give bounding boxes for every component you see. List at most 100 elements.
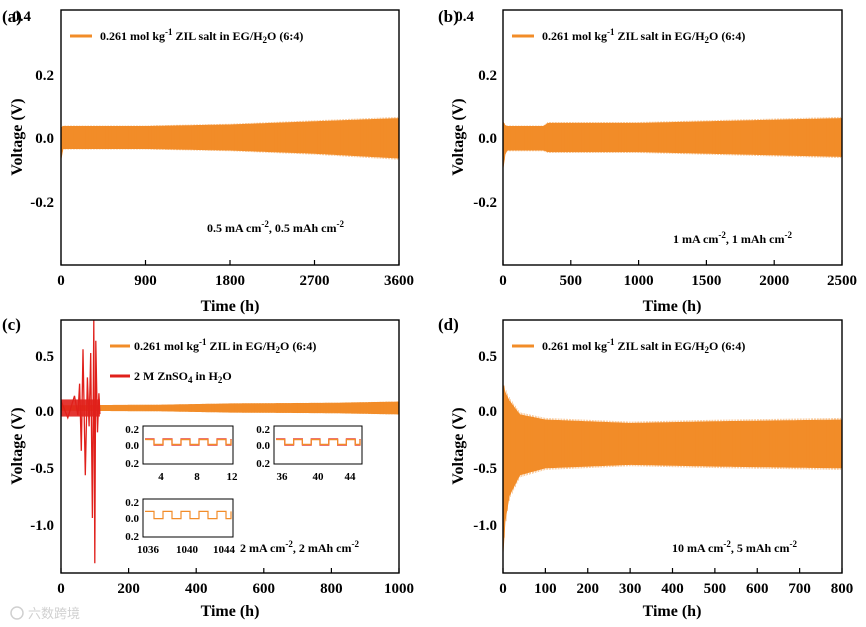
y-axis-label: Voltage (V) <box>9 407 26 484</box>
inset-voltage-line <box>275 438 361 445</box>
x-axis-label: Time (h) <box>201 603 260 620</box>
x-tick-label: 400 <box>185 581 208 597</box>
legend-label: 0.261 mol kg-1 ZIL in EG/H2O (6:4) <box>134 337 316 355</box>
plot-area <box>503 116 842 172</box>
legend-label: 0.261 mol kg-1 ZIL salt in EG/H2O (6:4) <box>542 27 745 45</box>
x-tick-label: 100 <box>534 581 557 597</box>
x-tick-label: 700 <box>788 581 811 597</box>
y-axis-label: Voltage (V) <box>450 407 467 484</box>
condition-annotation: 2 mA cm-2, 2 mAh cm-2 <box>240 539 359 555</box>
y-tick-label: 0.0 <box>478 131 497 147</box>
x-ticks: 0 900 1800 2700 3600 <box>57 260 414 289</box>
inset-x-tick: 12 <box>227 471 239 483</box>
panel-b: (b) 0.4 0.2 0.0 -0.2 0 500 1000 1500 2000 250… <box>438 7 857 315</box>
x-tick-label: 500 <box>704 581 727 597</box>
watermark: 六数跨境 <box>10 606 80 622</box>
condition-annotation: 1 mA cm-2, 1 mAh cm-2 <box>673 230 792 246</box>
inset-y-tick: 0.2 <box>256 458 270 470</box>
y-tick-label: -1.0 <box>473 518 497 534</box>
legend-label: 0.261 mol kg-1 ZIL salt in EG/H2O (6:4) <box>100 27 303 45</box>
legend-label: 2 M ZnSO4 in H2O <box>134 369 232 385</box>
x-tick-label: 600 <box>746 581 769 597</box>
x-tick-label: 1000 <box>624 273 654 289</box>
x-tick-label: 900 <box>134 273 157 289</box>
x-tick-label: 2500 <box>827 273 857 289</box>
plot-area <box>503 378 842 565</box>
inset-chart-2: 0.2 0.0 0.2 36 40 44 <box>256 424 363 483</box>
x-tick-label: 0 <box>499 273 507 289</box>
legend-label: 0.261 mol kg-1 ZIL salt in EG/H2O (6:4) <box>542 337 745 355</box>
voltage-band-series-2 <box>61 399 100 417</box>
y-tick-label: 0.0 <box>35 131 54 147</box>
inset-y-tick: 0.0 <box>125 513 139 525</box>
y-tick-label: -0.2 <box>30 195 54 211</box>
voltage-oscillation-lines <box>503 116 842 172</box>
y-tick-label: 0.2 <box>35 68 54 84</box>
inset-y-tick: 0.2 <box>125 531 139 543</box>
x-ticks: 0 100 200 300 400 500 600 700 800 <box>499 568 853 597</box>
condition-annotation: 10 mA cm-2, 5 mAh cm-2 <box>672 539 797 555</box>
panel-label: (b) <box>438 7 459 26</box>
x-tick-label: 200 <box>117 581 140 597</box>
plot-frame <box>502 9 843 266</box>
voltage-envelope-series-1 <box>503 383 842 556</box>
x-tick-label: 2700 <box>300 273 330 289</box>
x-tick-label: 600 <box>253 581 276 597</box>
inset-y-tick: 0.0 <box>256 440 270 452</box>
inset-x-tick: 40 <box>313 471 325 483</box>
inset-x-tick: 1036 <box>137 544 160 556</box>
x-axis-label: Time (h) <box>201 298 260 315</box>
x-tick-label: 1500 <box>691 273 721 289</box>
x-ticks: 0 200 400 600 800 1000 <box>57 568 414 597</box>
x-tick-label: 0 <box>57 273 65 289</box>
y-tick-label: 0.0 <box>35 404 54 420</box>
x-tick-label: 3600 <box>384 273 414 289</box>
inset-x-tick: 8 <box>194 471 200 483</box>
y-tick-label: 0.5 <box>35 349 54 365</box>
y-tick-label: 0.4 <box>12 9 31 25</box>
inset-x-tick: 36 <box>277 471 289 483</box>
inset-x-tick: 4 <box>158 471 164 483</box>
voltage-oscillation-lines <box>61 116 399 162</box>
inset-x-tick: 1040 <box>176 544 199 556</box>
x-axis-label: Time (h) <box>643 603 702 620</box>
x-tick-label: 300 <box>619 581 642 597</box>
voltage-oscillation-lines <box>61 401 399 415</box>
x-tick-label: 0 <box>499 581 507 597</box>
y-tick-label: -0.5 <box>30 461 54 477</box>
plot-area <box>61 320 399 564</box>
y-tick-label: 0.4 <box>455 9 474 25</box>
y-tick-label: -0.5 <box>473 461 497 477</box>
x-tick-label: 800 <box>831 581 854 597</box>
x-ticks: 0 500 1000 1500 2000 2500 <box>499 260 857 289</box>
inset-x-tick: 1044 <box>213 544 236 556</box>
plot-frame <box>60 319 400 574</box>
x-tick-label: 200 <box>577 581 600 597</box>
x-tick-label: 1800 <box>215 273 245 289</box>
condition-annotation: 0.5 mA cm-2, 0.5 mAh cm-2 <box>207 219 344 235</box>
x-tick-label: 1000 <box>384 581 414 597</box>
panel-label: (a) <box>2 7 22 26</box>
x-tick-label: 400 <box>661 581 684 597</box>
panel-c: (c) 0.5 0.0 -0.5 -1.0 0 200 400 600 800 1000 … <box>2 315 414 620</box>
x-tick-label: 800 <box>320 581 343 597</box>
y-tick-label: -0.2 <box>473 195 497 211</box>
y-axis-label: Voltage (V) <box>9 98 26 175</box>
panel-label: (d) <box>438 315 459 334</box>
inset-y-tick: 0.2 <box>256 424 270 436</box>
plot-area <box>61 116 399 162</box>
y-tick-label: 0.5 <box>478 349 497 365</box>
x-axis-label: Time (h) <box>643 298 702 315</box>
x-tick-label: 0 <box>57 581 65 597</box>
inset-x-tick: 44 <box>345 471 357 483</box>
voltage-oscillation-lines <box>503 378 842 565</box>
panel-a: (a) 0.4 0.2 0.0 -0.2 0 900 1800 2700 3600 Ti… <box>2 7 414 315</box>
inset-y-tick: 0.0 <box>125 440 139 452</box>
y-tick-label: -1.0 <box>30 518 54 534</box>
inset-y-tick: 0.2 <box>125 458 139 470</box>
voltage-line-series-2 <box>61 320 101 564</box>
inset-voltage-line <box>144 510 232 520</box>
panel-label: (c) <box>2 315 21 334</box>
x-tick-label: 2000 <box>759 273 789 289</box>
